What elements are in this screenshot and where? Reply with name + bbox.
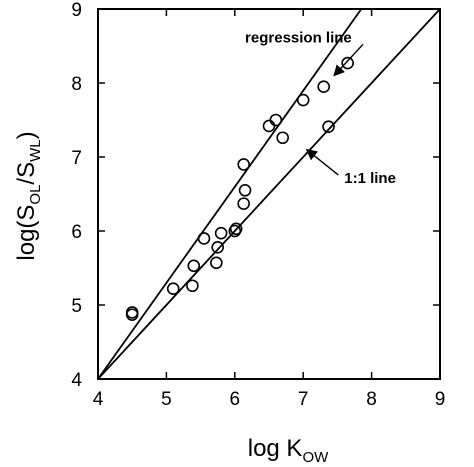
annotations: regression line 1:1 line <box>245 29 396 187</box>
y-tick-label: 5 <box>71 296 82 317</box>
data-point <box>341 56 354 70</box>
data-marks <box>97 8 441 380</box>
x-tick-label: 6 <box>230 389 241 410</box>
y-tick-label: 6 <box>71 222 82 243</box>
x-tick-label: 7 <box>298 389 309 410</box>
x-tick-label: 9 <box>435 389 446 410</box>
y-tick-label: 4 <box>71 370 82 391</box>
x-tick-label: 8 <box>366 389 377 410</box>
data-point <box>276 131 289 145</box>
regression-label: regression line <box>245 29 352 46</box>
data-point <box>214 226 228 240</box>
y-tick-label: 7 <box>71 148 82 169</box>
data-point <box>166 282 180 296</box>
y-axis-title: log(SOL/SWL) <box>13 131 44 260</box>
plot-area <box>97 8 441 380</box>
data-point <box>262 119 276 133</box>
one-to-one-line <box>97 8 441 380</box>
plot-frame <box>97 8 441 380</box>
data-point <box>187 259 201 273</box>
data-point <box>322 120 335 133</box>
data-point <box>269 113 283 127</box>
data-point <box>125 308 139 321</box>
data-point <box>228 224 242 238</box>
x-tick-label: 5 <box>161 389 172 410</box>
data-point <box>211 240 224 254</box>
regression-label-arrow <box>333 43 364 77</box>
data-point <box>229 222 243 236</box>
data-point <box>238 184 252 197</box>
x-tick-label: 4 <box>93 389 104 410</box>
data-point <box>237 158 250 171</box>
data-point <box>317 80 331 93</box>
one-to-one-label-arrow <box>305 148 339 176</box>
data-point <box>197 232 211 245</box>
data-point <box>296 93 310 107</box>
y-tick-label: 8 <box>71 74 82 95</box>
x-axis-title: log KOW <box>248 435 329 466</box>
regression-line <box>97 8 363 380</box>
data-point <box>210 256 223 270</box>
one-to-one-label: 1:1 line <box>344 170 396 187</box>
data-point <box>237 197 250 210</box>
y-tick-label: 9 <box>71 0 82 21</box>
data-point <box>186 279 199 293</box>
axis-ticks: 4 5 6 7 8 9 4 5 6 7 8 9 <box>71 0 445 410</box>
